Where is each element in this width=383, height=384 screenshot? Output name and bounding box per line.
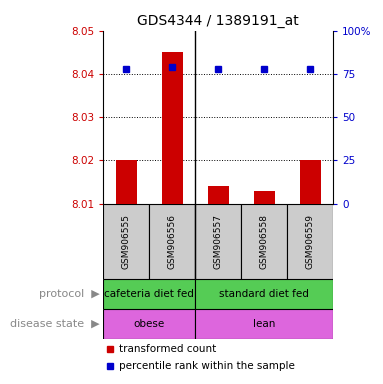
- Bar: [300, 160, 321, 204]
- FancyBboxPatch shape: [103, 279, 195, 309]
- Title: GDS4344 / 1389191_at: GDS4344 / 1389191_at: [137, 14, 299, 28]
- Text: cafeteria diet fed: cafeteria diet fed: [105, 289, 194, 299]
- FancyBboxPatch shape: [195, 309, 333, 339]
- Text: disease state  ▶: disease state ▶: [10, 319, 100, 329]
- FancyBboxPatch shape: [149, 204, 195, 279]
- Text: GSM906559: GSM906559: [306, 214, 315, 269]
- Text: standard diet fed: standard diet fed: [219, 289, 309, 299]
- Text: GSM906558: GSM906558: [260, 214, 269, 269]
- Bar: [116, 160, 137, 204]
- FancyBboxPatch shape: [103, 309, 195, 339]
- FancyBboxPatch shape: [241, 204, 287, 279]
- Text: lean: lean: [253, 319, 275, 329]
- FancyBboxPatch shape: [287, 204, 333, 279]
- Text: GSM906556: GSM906556: [168, 214, 177, 269]
- Text: protocol  ▶: protocol ▶: [39, 289, 100, 299]
- FancyBboxPatch shape: [103, 204, 149, 279]
- Text: obese: obese: [134, 319, 165, 329]
- Bar: [208, 186, 229, 204]
- Text: GSM906557: GSM906557: [214, 214, 223, 269]
- FancyBboxPatch shape: [195, 204, 241, 279]
- FancyBboxPatch shape: [195, 279, 333, 309]
- Bar: [254, 190, 275, 204]
- Text: percentile rank within the sample: percentile rank within the sample: [119, 361, 295, 371]
- Bar: [162, 52, 183, 204]
- Text: GSM906555: GSM906555: [122, 214, 131, 269]
- Text: transformed count: transformed count: [119, 344, 217, 354]
